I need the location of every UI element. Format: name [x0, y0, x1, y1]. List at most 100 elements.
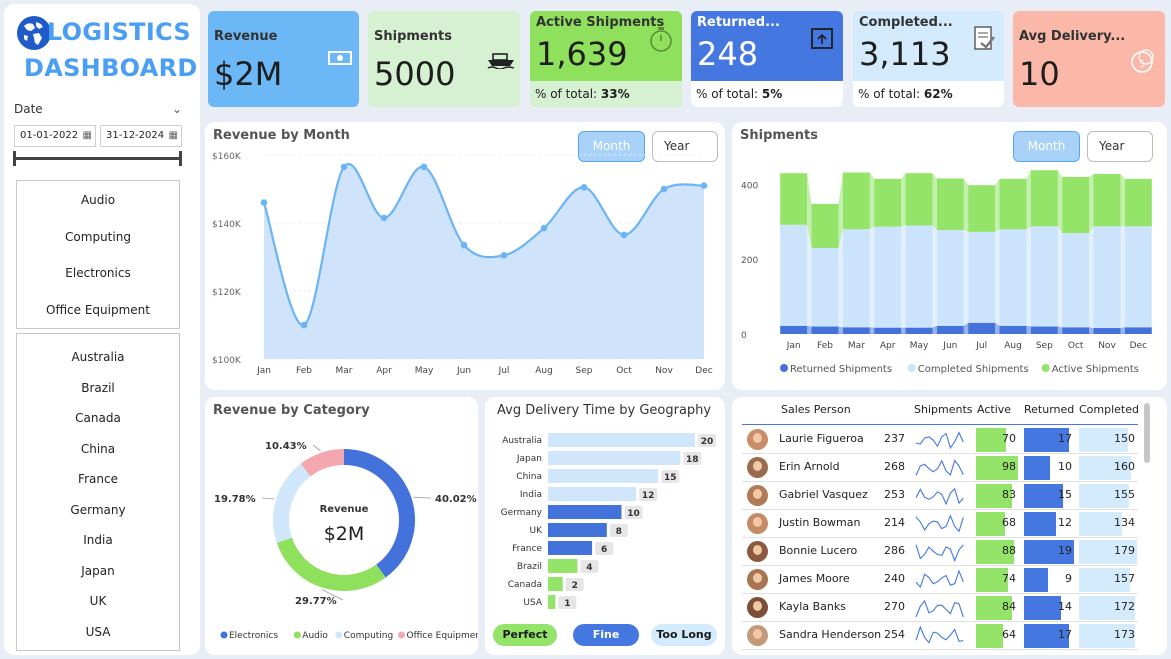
category-label: France — [512, 544, 542, 554]
calendar-icon[interactable]: ▦ — [82, 130, 92, 141]
ribbon-segment — [963, 178, 969, 232]
y-tick-label: $120K — [212, 288, 242, 298]
ribbon-segment — [869, 327, 875, 334]
completed-value: 160 — [1114, 460, 1135, 473]
table-row[interactable]: James Moore 240 74 9 157 — [742, 566, 1138, 594]
table-row[interactable]: Justin Bowman 214 68 12 134 — [742, 510, 1138, 538]
table-row[interactable]: Bonnie Lucero 286 88 19 179 — [742, 538, 1138, 566]
slider-handle-start[interactable] — [13, 151, 16, 166]
avatar — [747, 541, 768, 562]
stacked-bar-segment — [1124, 327, 1152, 334]
donut-slice — [300, 449, 345, 477]
shipments-value: 237 — [884, 432, 905, 445]
stacked-bar-segment — [874, 178, 902, 227]
active-bar — [976, 456, 1018, 480]
slicer-item-country[interactable]: Japan — [81, 563, 115, 578]
stacked-bar-segment — [1124, 226, 1152, 328]
column-header[interactable]: Shipments — [914, 403, 973, 416]
column-header[interactable]: Completed — [1079, 403, 1139, 416]
legend-perfect[interactable]: Perfect — [493, 624, 557, 646]
active-value: 98 — [1002, 460, 1016, 473]
column-header[interactable]: Returned — [1024, 403, 1075, 416]
category-label: Brazil — [517, 562, 542, 572]
return-box-icon — [811, 28, 833, 49]
slicer-item-country[interactable]: USA — [85, 624, 111, 639]
table-row[interactable]: Gabriel Vasquez 253 83 15 155 — [742, 482, 1138, 510]
legend-label: Office Equipment — [407, 631, 479, 641]
ribbon-segment — [1026, 170, 1031, 230]
value-label: 10 — [627, 509, 640, 519]
month-toggle-button[interactable]: Month — [1013, 131, 1080, 162]
shipments-stacked-chart: 400 200 0 Jan Feb Mar Apr May Jun Jul Aug Sep Oct Nov… — [741, 170, 1152, 375]
x-tick-label: Aug — [1004, 341, 1022, 351]
stacked-bar-segment — [905, 173, 933, 226]
sparkline — [915, 514, 964, 533]
stacked-bar-segment — [1062, 327, 1090, 334]
active-value: 88 — [1002, 544, 1016, 557]
slicer-item-category[interactable]: Office Equipment — [46, 302, 150, 317]
slicer-item-category[interactable]: Audio — [80, 193, 116, 207]
month-toggle-button[interactable]: Month — [578, 131, 645, 162]
ribbon-segment — [932, 225, 937, 328]
x-tick-label: Mar — [336, 366, 353, 376]
slice-leader-line — [321, 589, 344, 601]
x-tick-label: Jun — [942, 341, 957, 351]
table-row[interactable]: Laurie Figueroa 237 70 17 150 — [742, 426, 1138, 454]
table-row[interactable]: Erin Arnold 268 98 10 160 — [742, 454, 1138, 482]
stacked-bar-segment — [874, 327, 902, 334]
legend-fine[interactable]: Fine — [573, 624, 639, 646]
chevron-down-icon[interactable]: ⌄ — [172, 102, 183, 116]
x-tick-label: Jul — [498, 366, 510, 376]
slicer-item-country[interactable]: Australia — [71, 350, 125, 364]
end-date-input[interactable]: 31-12-2024 ▦ — [100, 125, 182, 147]
table-row[interactable]: Sandra Henderson 254 64 17 173 — [742, 622, 1138, 650]
slicer-item-country[interactable]: Brazil — [81, 380, 115, 395]
delivery-bar — [548, 487, 637, 501]
slicer-item-country[interactable]: UK — [89, 594, 107, 608]
donut-slice — [276, 537, 386, 591]
shipments-value: 253 — [884, 488, 905, 501]
completed-bar — [1079, 596, 1135, 620]
delivery-bar — [548, 523, 607, 537]
slicer-item-category[interactable]: Electronics — [65, 266, 131, 280]
legend-marker — [398, 631, 405, 639]
slicer-item-category[interactable]: Computing — [65, 229, 131, 244]
sparkline — [915, 487, 964, 506]
x-tick-label: Feb — [817, 341, 833, 351]
vertical-scrollbar[interactable] — [1144, 403, 1150, 463]
calendar-icon[interactable]: ▦ — [168, 130, 178, 141]
kpi-title: Returned... — [697, 15, 780, 30]
value-label: 12 — [642, 491, 655, 501]
value-badge — [609, 524, 628, 537]
x-tick-label: Dec — [1130, 341, 1147, 351]
sales-person-name: Sandra Henderson — [779, 628, 882, 641]
shipments-value: 254 — [884, 628, 905, 641]
column-header[interactable]: Sales Person — [781, 403, 851, 416]
revenue-point — [260, 199, 268, 206]
table-row[interactable]: Kayla Banks 270 84 14 172 — [742, 594, 1138, 622]
kpi-completed-card: Completed... 3,113 % of total: 62% — [853, 11, 1004, 107]
slicer-item-country[interactable]: Canada — [75, 411, 121, 425]
y-tick-label: 400 — [741, 181, 758, 191]
column-header[interactable]: Active — [977, 403, 1012, 416]
slicer-item-country[interactable]: India — [83, 533, 113, 547]
kpi-returned-card: Returned... 248 % of total: 5% — [691, 11, 843, 107]
sparkline — [915, 544, 964, 563]
stacked-bar-segment — [968, 185, 996, 232]
legend-too-long[interactable]: Too Long — [651, 624, 717, 646]
ribbon-segment — [995, 229, 1000, 326]
slicer-item-country[interactable]: France — [78, 472, 118, 486]
header-divider — [742, 424, 1138, 425]
kpi-title: Shipments — [374, 29, 452, 44]
active-value: 84 — [1002, 600, 1016, 613]
slicer-item-country[interactable]: China — [80, 441, 116, 456]
slicer-item-country[interactable]: Germany — [70, 502, 126, 517]
returned-value: 17 — [1058, 432, 1072, 445]
year-toggle-button[interactable]: Year — [1087, 131, 1153, 162]
slider-handle-end[interactable] — [179, 151, 182, 166]
date-range-slider[interactable] — [14, 157, 182, 160]
completed-value: 172 — [1114, 600, 1135, 613]
start-date-input[interactable]: 01-01-2022 ▦ — [14, 125, 96, 147]
year-toggle-button[interactable]: Year — [652, 131, 718, 162]
value-label: 20 — [701, 437, 714, 447]
